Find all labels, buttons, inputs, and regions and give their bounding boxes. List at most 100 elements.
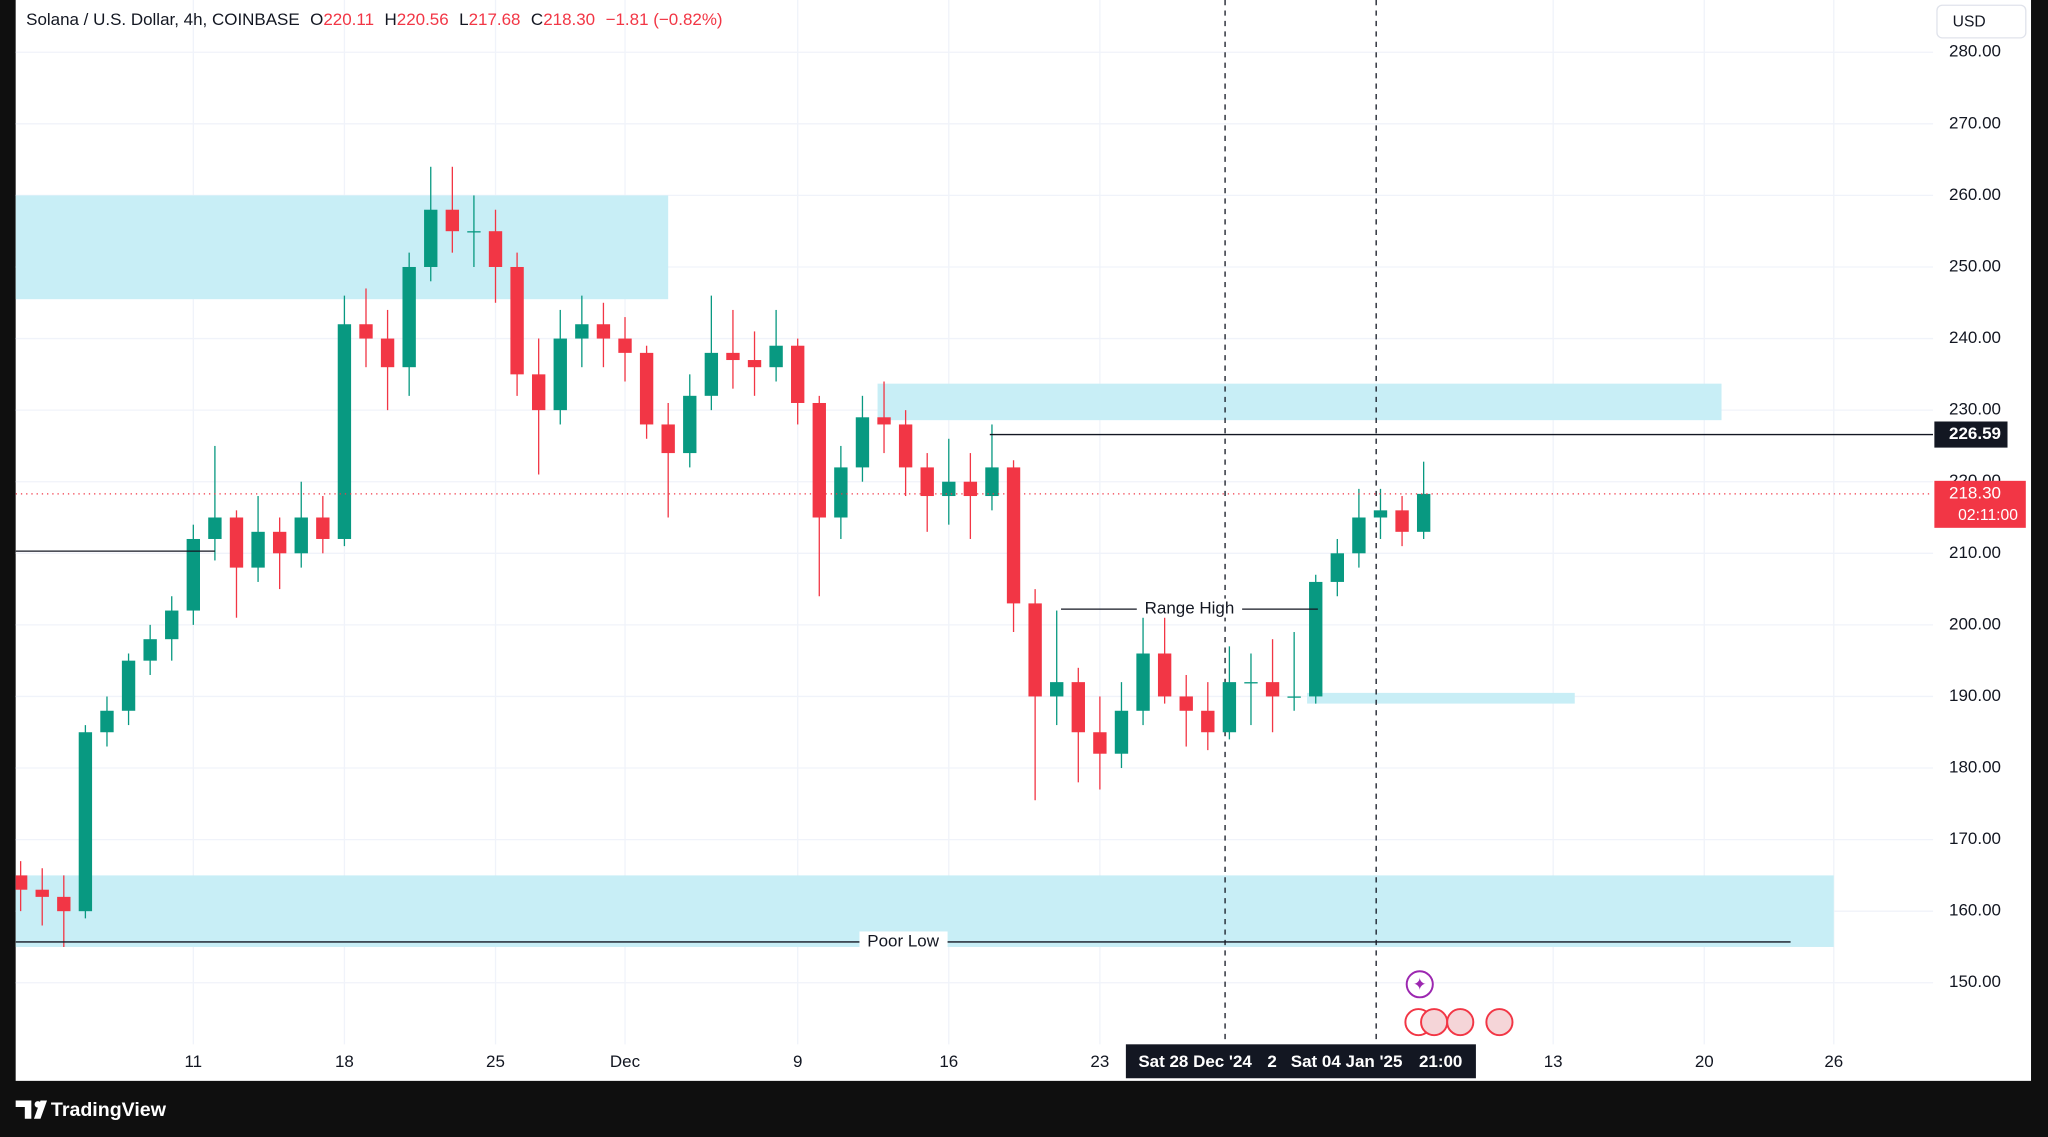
candle-body bbox=[1028, 603, 1042, 697]
y-tick-label: 200.00 bbox=[1949, 614, 2001, 633]
x-tick-label: 16 bbox=[939, 1052, 958, 1071]
candle-body bbox=[208, 517, 222, 539]
candle-body bbox=[510, 266, 524, 375]
y-tick-label: 210.00 bbox=[1949, 543, 2001, 562]
level-label-bg bbox=[859, 931, 948, 951]
events: ✦ bbox=[1404, 970, 1514, 1037]
crosshair-labels: Sat 28 Dec '24 2 Sat 04 Jan '25 21:00 bbox=[1125, 1044, 1476, 1079]
candle-body bbox=[639, 352, 654, 425]
x-tick-label: 13 bbox=[1544, 1052, 1563, 1071]
event-glyph: ✦ bbox=[1413, 975, 1427, 994]
candle-body bbox=[1395, 510, 1409, 532]
header: Solana / U.S. Dollar, 4h, COINBASE O220.1… bbox=[26, 10, 722, 29]
currency-button-box[interactable] bbox=[1936, 4, 2027, 39]
candle-body bbox=[855, 417, 870, 468]
candle-body bbox=[229, 517, 244, 568]
event-icon[interactable] bbox=[1405, 970, 1434, 999]
crosshair-date: Sat 04 Jan '25 bbox=[1291, 1052, 1403, 1071]
candle-body bbox=[985, 467, 999, 497]
candle-body bbox=[186, 538, 200, 611]
candle-body bbox=[272, 531, 287, 554]
candle-body bbox=[294, 517, 308, 554]
axes: 150.00 160.00 170.00 180.00 190.00 200.00 210.… bbox=[185, 42, 2026, 1071]
event-icon[interactable] bbox=[1446, 1008, 1475, 1037]
candle-body bbox=[57, 896, 71, 912]
candle-body bbox=[704, 352, 719, 396]
currency-button[interactable]: USD bbox=[1936, 4, 2027, 39]
y-tick-label: 280.00 bbox=[1949, 42, 2001, 61]
candle-body bbox=[726, 352, 740, 361]
candle-body bbox=[402, 266, 416, 368]
candle-body bbox=[337, 324, 352, 539]
candle-body bbox=[467, 231, 481, 233]
level-axis-label-box bbox=[1934, 421, 2008, 448]
x-tick-label: Dec bbox=[610, 1052, 641, 1071]
candle-body bbox=[1265, 682, 1280, 697]
candle-body bbox=[747, 360, 762, 368]
candle-body bbox=[877, 417, 891, 425]
candle-body bbox=[445, 209, 460, 232]
candle-body bbox=[121, 660, 136, 711]
footer: TradingView bbox=[15, 1099, 167, 1121]
crosshair-label-box bbox=[1125, 1044, 1476, 1079]
ohlc-key: L bbox=[459, 10, 468, 29]
candle-body bbox=[1244, 682, 1258, 684]
change: −1.81 (−0.82%) bbox=[606, 10, 723, 29]
brand: TradingView bbox=[51, 1099, 167, 1121]
candle-body bbox=[791, 345, 805, 403]
candle-body bbox=[1006, 467, 1021, 604]
candle-body bbox=[15, 875, 28, 890]
candle-body bbox=[1373, 510, 1388, 518]
price-axis-label-box bbox=[1934, 480, 2026, 528]
candle-body bbox=[812, 402, 826, 518]
y-tick-label: 270.00 bbox=[1949, 113, 2001, 132]
y-tick-label: 230.00 bbox=[1949, 400, 2001, 419]
candle-body bbox=[1287, 696, 1301, 698]
y-tick-label: 170.00 bbox=[1949, 829, 2001, 848]
candle-body bbox=[316, 517, 330, 539]
candle-body bbox=[920, 467, 934, 497]
ohlc-value: 220.11 bbox=[323, 10, 374, 29]
candle-body bbox=[596, 324, 611, 339]
candle-body bbox=[553, 338, 567, 411]
candle-body bbox=[1416, 493, 1431, 532]
ohlc-key: H bbox=[384, 10, 396, 29]
candle-body bbox=[834, 467, 848, 518]
x-tick-label: 20 bbox=[1695, 1052, 1714, 1071]
x-tick-label: 25 bbox=[486, 1052, 505, 1071]
y-tick-label: 250.00 bbox=[1949, 256, 2001, 275]
ohlc-value: 220.56 bbox=[397, 10, 449, 29]
candle-body bbox=[1222, 682, 1237, 733]
crosshair-date: Sat 28 Dec '24 bbox=[1138, 1052, 1252, 1071]
candle-body bbox=[251, 531, 265, 568]
y-tick-label: 180.00 bbox=[1949, 758, 2001, 777]
crosshair-tick: 2 bbox=[1267, 1052, 1276, 1071]
candle-body bbox=[683, 395, 697, 454]
candle-body bbox=[35, 889, 49, 897]
y-tick-label: 150.00 bbox=[1949, 972, 2001, 991]
candle-body bbox=[1352, 517, 1366, 554]
candle-body bbox=[1157, 653, 1172, 697]
y-tick-label: 260.00 bbox=[1949, 185, 2001, 204]
crosshair-time: 21:00 bbox=[1419, 1052, 1462, 1071]
candle-body bbox=[359, 324, 373, 339]
candle-body bbox=[963, 481, 978, 497]
x-tick-label: 11 bbox=[185, 1052, 203, 1071]
zone bbox=[877, 383, 1722, 421]
candle-body bbox=[488, 231, 503, 267]
candle-body bbox=[380, 338, 395, 368]
candle-body bbox=[143, 639, 157, 661]
ohlc-key: O bbox=[310, 10, 323, 29]
candle-body bbox=[1093, 732, 1107, 754]
candle-body bbox=[661, 424, 675, 454]
event-icon[interactable] bbox=[1485, 1008, 1514, 1037]
candle-body bbox=[575, 324, 589, 339]
candle-body bbox=[1201, 710, 1215, 733]
currency-label[interactable]: USD bbox=[1953, 13, 1986, 30]
y-tick-label: 190.00 bbox=[1949, 686, 2001, 705]
countdown-label: 02:11:00 bbox=[1958, 507, 2018, 524]
event-icon[interactable] bbox=[1420, 1008, 1449, 1037]
price-axis-label: 218.30 bbox=[1949, 483, 2001, 502]
